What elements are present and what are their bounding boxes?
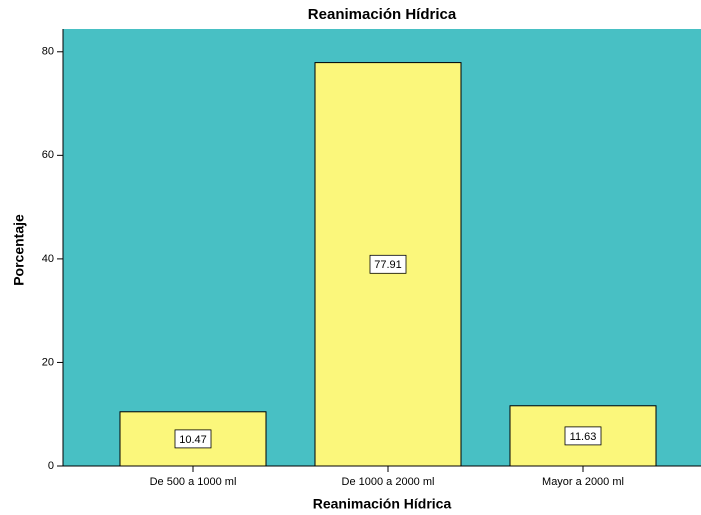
x-tick-label: Mayor a 2000 ml xyxy=(542,476,624,488)
y-tick-label: 80 xyxy=(42,46,54,58)
value-label-box xyxy=(564,426,602,446)
value-label-box xyxy=(369,254,407,274)
y-axis-title: Porcentaje xyxy=(11,214,27,286)
value-label-box xyxy=(174,429,212,449)
x-tick-label: De 1000 a 2000 ml xyxy=(342,476,435,488)
value-label: 10.47 xyxy=(179,434,207,446)
value-label: 11.63 xyxy=(570,431,597,443)
x-tick-label: De 500 a 1000 ml xyxy=(150,476,237,488)
value-label: 77.91 xyxy=(374,259,402,271)
y-tick-label: 20 xyxy=(42,356,54,368)
y-tick-label: 0 xyxy=(48,460,54,472)
y-tick-label: 60 xyxy=(42,149,54,161)
y-tick-label: 40 xyxy=(42,253,54,265)
chart-title: Reanimación Hídrica xyxy=(308,6,457,23)
x-axis-title: Reanimación Hídrica xyxy=(313,496,452,512)
